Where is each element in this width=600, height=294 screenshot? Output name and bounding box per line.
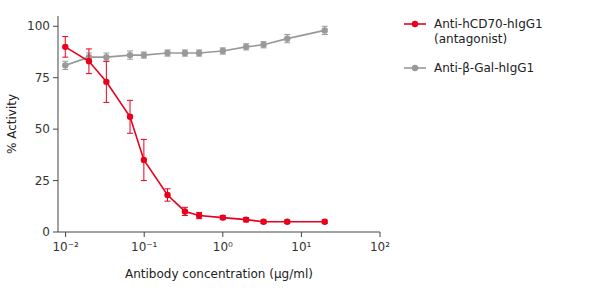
error-bar [141, 139, 147, 180]
point [127, 52, 133, 58]
error-bar [284, 35, 290, 43]
x-tick [65, 232, 66, 237]
point [182, 50, 188, 56]
error-bar [220, 48, 226, 54]
error-bar [62, 37, 68, 58]
point [322, 219, 328, 225]
y-tick-label: 50 [35, 122, 50, 136]
x-axis-line [58, 232, 380, 233]
error-bar [165, 50, 171, 56]
x-tick [301, 232, 302, 237]
point [182, 208, 188, 214]
x-tick [144, 232, 145, 237]
point [164, 50, 170, 56]
point [164, 192, 170, 198]
point [243, 44, 249, 50]
point [220, 214, 226, 220]
error-bar [86, 49, 92, 74]
point [243, 216, 249, 222]
y-tick [53, 232, 58, 233]
point [196, 212, 202, 218]
legend-label-line: Anti-hCD70-hIgG1 [434, 17, 543, 31]
legend-label: Anti-hCD70-hIgG1(antagonist) [434, 17, 543, 46]
legend-marker [412, 21, 418, 27]
y-tick-label: 75 [35, 71, 50, 85]
error-bar [165, 189, 171, 201]
error-bar [182, 50, 188, 56]
x-tick-label: 10² [370, 240, 390, 254]
y-tick [53, 26, 58, 27]
error-bar [127, 51, 133, 59]
point [284, 219, 290, 225]
point [196, 50, 202, 56]
legend-marker [412, 65, 418, 71]
point [86, 58, 92, 64]
point [260, 219, 266, 225]
x-tick [222, 232, 223, 237]
point [220, 48, 226, 54]
y-tick-label: 25 [35, 174, 50, 188]
error-bar [182, 207, 188, 215]
series-line [65, 47, 324, 222]
point [127, 114, 133, 120]
legend-label: Anti-β-Gal-hIgG1 [434, 61, 534, 75]
chart: 10⁻² 10⁻¹ 10⁰ 10¹ 10² 0 25 50 75 100 Antibody conc… [0, 0, 600, 294]
y-axis-line [58, 16, 59, 232]
y-axis-label: % Activity [5, 94, 19, 154]
error-bar [196, 50, 202, 56]
error-bar [141, 52, 147, 58]
error-bar [127, 100, 133, 133]
x-tick-label: 10⁰ [213, 240, 233, 254]
point [103, 54, 109, 60]
y-tick [53, 180, 58, 181]
point [284, 35, 290, 41]
error-bar [103, 61, 109, 102]
point [322, 27, 328, 33]
series-line [65, 30, 324, 65]
x-axis-label: Antibody concentration (μg/ml) [125, 267, 313, 281]
error-bar [62, 61, 68, 69]
point [141, 52, 147, 58]
x-tick-label: 10⁻¹ [131, 240, 158, 254]
plot-area [62, 26, 328, 225]
point [62, 44, 68, 50]
point [260, 42, 266, 48]
point [141, 157, 147, 163]
series [62, 26, 328, 69]
error-bar [322, 26, 328, 34]
point [103, 79, 109, 85]
y-tick-label: 0 [42, 225, 50, 239]
y-tick [53, 129, 58, 130]
legend-label-line: (antagonist) [434, 32, 507, 46]
x-tick-label: 10¹ [291, 240, 311, 254]
legend-label-line: Anti-β-Gal-hIgG1 [434, 61, 534, 75]
error-bar [103, 53, 109, 61]
error-bar [261, 42, 267, 48]
error-bar [243, 44, 249, 50]
point [62, 62, 68, 68]
y-tick-label: 100 [27, 19, 50, 33]
error-bar [196, 212, 202, 218]
y-tick [53, 77, 58, 78]
x-tick-label: 10⁻² [52, 240, 79, 254]
legend: Anti-hCD70-hIgG1(antagonist) Anti-β-Gal-h… [404, 17, 543, 75]
x-tick [380, 232, 381, 237]
series [62, 37, 328, 225]
